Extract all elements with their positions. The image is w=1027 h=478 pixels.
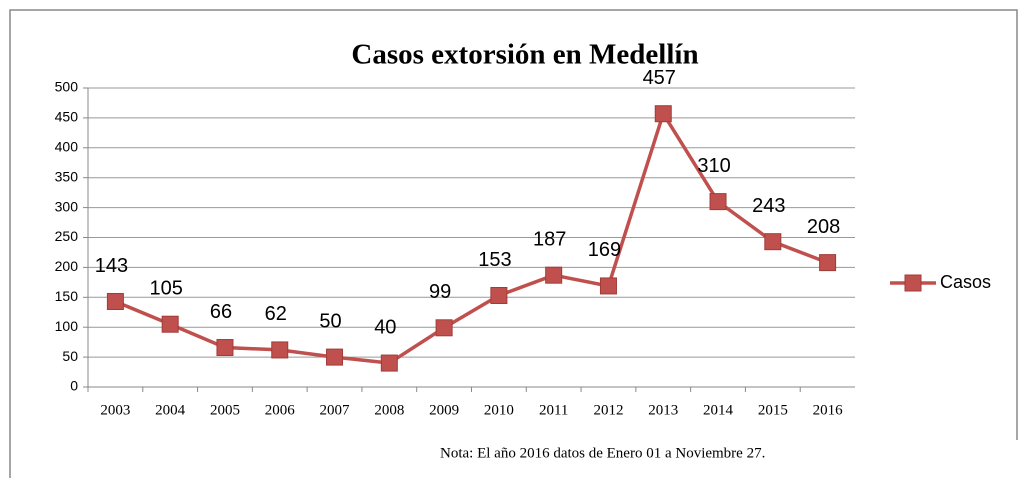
x-tick-label: 2013 (648, 402, 678, 418)
x-tick-label: 2006 (265, 402, 296, 418)
data-label: 169 (588, 239, 621, 261)
y-tick-label: 200 (55, 258, 79, 274)
data-label: 62 (265, 303, 287, 325)
x-tick-label: 2007 (320, 402, 351, 418)
x-tick-label: 2014 (703, 402, 734, 418)
x-tick-label: 2011 (539, 402, 568, 418)
y-tick-label: 0 (70, 378, 78, 394)
y-tick-label: 150 (55, 288, 79, 304)
marker (435, 319, 453, 337)
x-tick-label: 2015 (758, 402, 788, 418)
x-tick-label: 2010 (484, 402, 514, 418)
data-label: 50 (319, 310, 341, 332)
y-tick-label: 450 (55, 109, 79, 125)
data-label: 99 (429, 281, 451, 303)
marker (545, 266, 563, 284)
marker (599, 277, 617, 295)
marker (380, 354, 398, 372)
x-tick-label: 2012 (593, 402, 623, 418)
marker (271, 341, 289, 359)
marker (709, 193, 727, 211)
legend-label: Casos (940, 272, 991, 292)
x-tick-label: 2008 (374, 402, 404, 418)
marker (216, 339, 234, 357)
marker (161, 315, 179, 333)
data-label: 105 (149, 277, 182, 299)
x-tick-label: 2016 (813, 402, 844, 418)
y-tick-label: 350 (55, 168, 79, 184)
data-label: 40 (374, 316, 396, 338)
data-label: 310 (697, 155, 730, 177)
chart-title: Casos extorsión en Medellín (351, 39, 698, 71)
y-tick-label: 300 (55, 198, 79, 214)
x-tick-label: 2005 (210, 402, 240, 418)
marker (106, 292, 124, 310)
data-label: 457 (643, 67, 676, 89)
x-tick-label: 2003 (100, 402, 130, 418)
frame (9, 9, 1018, 478)
data-label: 187 (533, 228, 566, 250)
marker (654, 105, 672, 123)
legend-marker (904, 274, 922, 292)
data-label: 143 (95, 255, 128, 277)
series-line (114, 109, 829, 365)
y-tick-label: 400 (55, 139, 79, 155)
y-tick-label: 250 (55, 228, 79, 244)
y-tick-label: 100 (55, 318, 79, 334)
y-tick-label: 500 (55, 79, 79, 95)
x-tick-label: 2004 (155, 402, 186, 418)
y-tick-label: 50 (62, 348, 78, 364)
marker (490, 287, 508, 305)
marker (819, 254, 837, 272)
marker (326, 348, 344, 366)
marker (764, 233, 782, 251)
data-label: 208 (807, 216, 840, 238)
data-label: 66 (210, 301, 232, 323)
annotation: Nota: El año 2016 datos de Enero 01 a No… (440, 445, 765, 461)
data-label: 153 (478, 249, 511, 271)
data-label: 243 (752, 195, 785, 217)
x-tick-label: 2009 (429, 402, 459, 418)
